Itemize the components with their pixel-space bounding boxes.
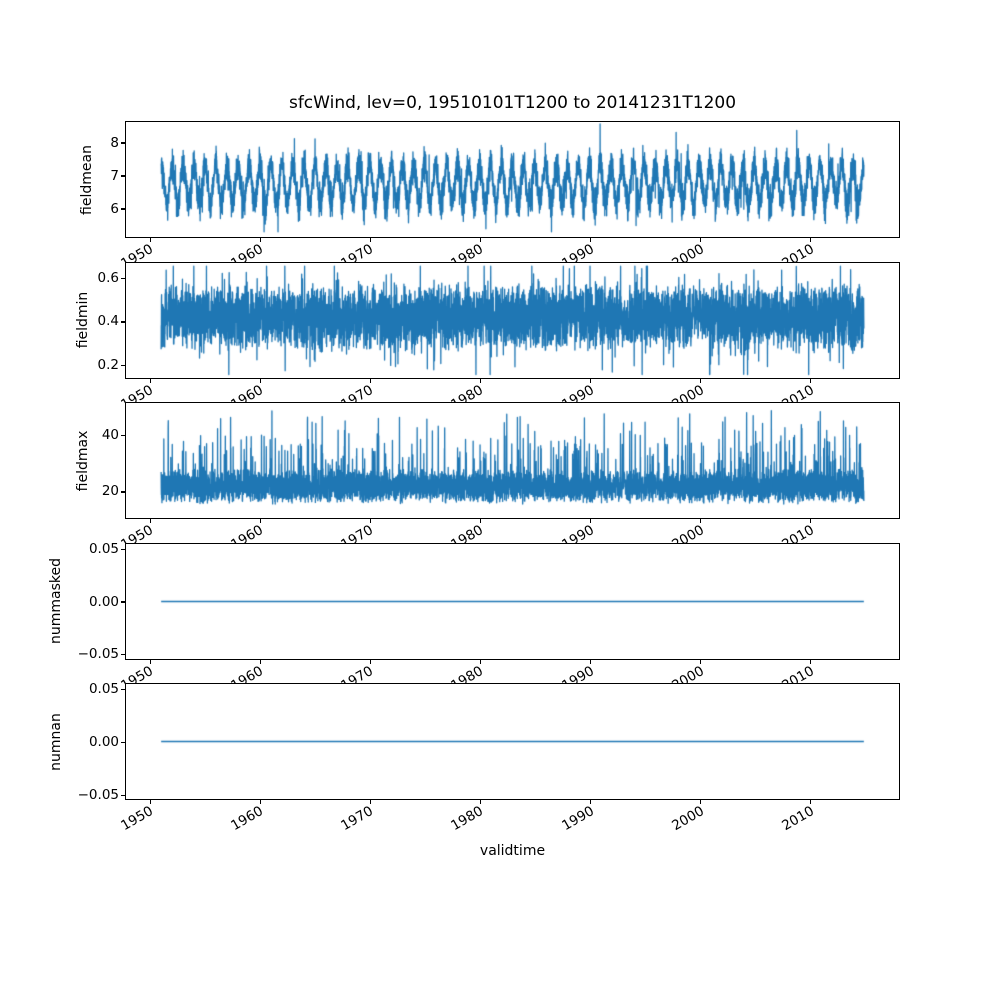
xtick-mark xyxy=(810,799,812,804)
xtick-mark xyxy=(259,799,261,804)
ytick-label: −0.05 xyxy=(77,786,119,803)
ytick-mark xyxy=(121,142,125,144)
fieldmean-line-plot xyxy=(126,122,899,237)
xtick-mark xyxy=(700,518,702,523)
xtick-mark xyxy=(149,658,151,664)
xtick-mark xyxy=(589,377,592,383)
xtick-mark xyxy=(149,799,151,804)
ytick-label: 0.6 xyxy=(97,270,119,287)
xtick-mark xyxy=(369,518,371,523)
xtick-label: 1950 xyxy=(118,803,157,835)
ytick-mark xyxy=(121,548,125,550)
xtick-mark xyxy=(479,518,482,523)
xtick-mark xyxy=(589,237,592,242)
subplot-fieldmean: fieldmean 6 7 8 1950 1960 1970 1980 1990 2000 2010 xyxy=(79,121,900,272)
figure-title: sfcWind, lev=0, 19510101T1200 to 2014123… xyxy=(288,93,737,113)
xtick-mark xyxy=(369,377,371,383)
subplot-numnan: numnan 0.05 0.00 −0.05 1950 1960 1970 1980 1990 2… xyxy=(48,682,900,834)
ytick-mark xyxy=(121,321,125,323)
ytick-mark xyxy=(121,434,125,436)
xtick-mark xyxy=(479,658,482,664)
ytick-mark xyxy=(121,278,125,280)
xtick-mark xyxy=(810,377,812,383)
ytick-mark xyxy=(121,794,125,796)
ytick-mark xyxy=(121,654,125,656)
xtick-label: 1970 xyxy=(338,803,377,835)
subplot-fieldmin: fieldmin 0.2 0.4 0.6 1950 1960 1970 1980 1990 200… xyxy=(75,261,900,413)
nummasked-line-plot xyxy=(126,543,899,659)
ytick-label: 0.00 xyxy=(88,593,119,610)
ytick-label: 40 xyxy=(101,426,119,443)
xtick-mark xyxy=(259,237,261,242)
y-axis-label-numnan: numnan xyxy=(48,712,64,771)
ytick-mark xyxy=(121,741,125,744)
xtick-mark xyxy=(259,658,261,664)
xtick-mark xyxy=(589,518,592,523)
ytick-label: 0.05 xyxy=(88,540,119,557)
xtick-mark xyxy=(369,237,371,242)
xtick-mark xyxy=(479,799,482,804)
subplot-nummasked: nummasked 0.05 0.00 −0.05 1950 1960 1970 1980 19… xyxy=(48,541,900,694)
y-axis-label-nummasked: nummasked xyxy=(48,557,64,645)
xtick-label: 2000 xyxy=(668,803,707,835)
ytick-label: 20 xyxy=(101,483,119,500)
ytick-label: 0.2 xyxy=(97,356,119,373)
xtick-mark xyxy=(479,377,482,383)
ytick-label: 8 xyxy=(110,134,119,151)
xtick-mark xyxy=(259,377,261,383)
ytick-mark xyxy=(121,689,125,691)
ytick-mark xyxy=(121,491,125,493)
xtick-mark xyxy=(149,518,151,523)
xtick-mark xyxy=(149,377,151,383)
ytick-label: 0.4 xyxy=(97,313,119,330)
xtick-mark xyxy=(810,658,812,664)
ytick-mark xyxy=(121,601,125,603)
xtick-mark xyxy=(589,799,592,804)
ytick-label: 7 xyxy=(110,167,119,184)
fieldmax-line-plot xyxy=(126,403,899,518)
ytick-label: 6 xyxy=(110,200,119,217)
xtick-mark xyxy=(369,799,371,804)
xtick-mark xyxy=(149,237,151,242)
xtick-mark xyxy=(810,237,812,242)
xtick-mark xyxy=(700,377,702,383)
ytick-label: −0.05 xyxy=(77,646,119,663)
fieldmin-line-plot xyxy=(126,262,899,378)
xtick-label: 1980 xyxy=(448,803,487,835)
xtick-mark xyxy=(700,237,702,242)
ytick-label: 0.00 xyxy=(88,734,119,750)
xtick-mark xyxy=(810,518,812,523)
xtick-mark xyxy=(589,658,592,664)
xtick-mark xyxy=(479,237,482,242)
xtick-label: 2010 xyxy=(778,803,817,835)
ytick-mark xyxy=(121,175,125,177)
ytick-mark xyxy=(121,208,125,210)
xtick-mark xyxy=(259,518,261,523)
x-axis-label: validtime xyxy=(479,843,546,859)
subplot-fieldmax: fieldmax 20 40 1950 1960 1970 1980 1990 2000 2010 xyxy=(75,402,900,553)
xtick-mark xyxy=(700,658,702,664)
xtick-mark xyxy=(700,799,702,804)
xtick-mark xyxy=(369,658,371,664)
xtick-label: 1990 xyxy=(558,803,597,835)
ytick-label: 0.05 xyxy=(88,681,119,698)
numnan-line-plot xyxy=(126,684,899,799)
ytick-mark xyxy=(121,364,125,366)
xtick-label: 1960 xyxy=(228,803,267,835)
